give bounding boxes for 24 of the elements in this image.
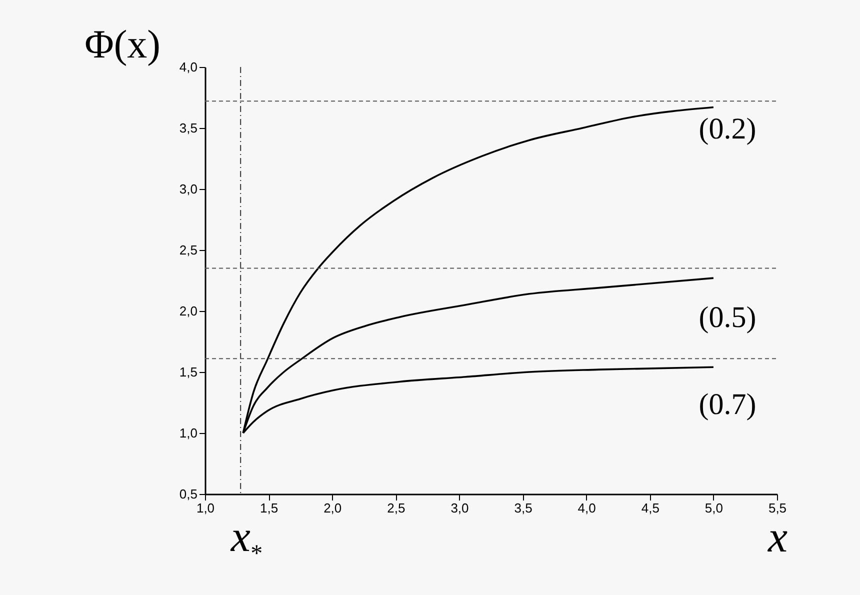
- y-tick-label: 1,5: [179, 364, 198, 380]
- y-tick-label: 0,5: [179, 486, 198, 502]
- x-tick-label: 3,5: [514, 500, 532, 516]
- series-label: (0.5): [698, 301, 756, 334]
- y-tick-label: 1,0: [179, 426, 198, 440]
- x-tick-label: 4,5: [641, 500, 660, 516]
- y-tick-label: 3,5: [179, 120, 198, 136]
- ref-line-label: x*: [230, 512, 263, 567]
- x-tick-label: 3,0: [450, 500, 469, 516]
- series-label: (0.2): [698, 112, 756, 146]
- x-tick-label: 5,0: [704, 500, 723, 516]
- y-tick-label: 2,5: [179, 242, 198, 258]
- y-tick-label: 4,0: [179, 60, 198, 74]
- x-tick-label: 2,5: [387, 500, 406, 516]
- x-tick-label: 4,0: [578, 500, 596, 516]
- series-label: (0.7): [698, 388, 756, 422]
- y-tick-label: 3,0: [179, 182, 198, 196]
- x-tick-label: 2,0: [324, 500, 342, 516]
- x-tick-label: 1,5: [260, 500, 278, 516]
- x-tick-label: 1,0: [196, 500, 215, 516]
- x-tick-label: 5,5: [768, 500, 787, 516]
- y-axis-title: Φ(x): [84, 22, 160, 66]
- y-tick-label: 2,0: [179, 304, 198, 318]
- x-axis-title: x: [766, 512, 788, 562]
